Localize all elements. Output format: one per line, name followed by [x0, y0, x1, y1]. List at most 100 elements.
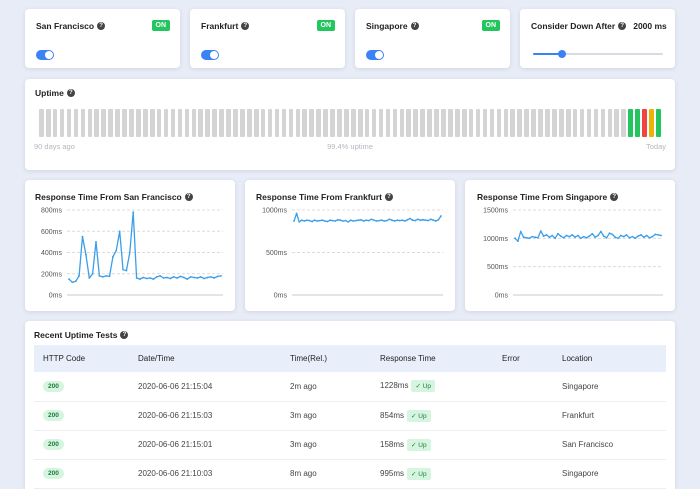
uptime-day-bar[interactable] — [149, 109, 155, 137]
uptime-day-bar[interactable] — [156, 109, 162, 137]
location-toggle[interactable] — [366, 50, 384, 60]
uptime-day-bar[interactable] — [87, 109, 93, 137]
uptime-day-bar[interactable] — [177, 109, 183, 137]
uptime-day-bar[interactable] — [434, 109, 439, 137]
uptime-day-bar[interactable] — [94, 109, 100, 137]
uptime-day-bar[interactable] — [545, 109, 550, 137]
uptime-day-bar[interactable] — [572, 109, 578, 137]
uptime-day-bar[interactable] — [628, 109, 633, 137]
uptime-day-bar[interactable] — [136, 109, 141, 137]
uptime-day-bar[interactable] — [233, 109, 238, 137]
uptime-day-bar[interactable] — [371, 109, 377, 137]
uptime-day-bar[interactable] — [392, 109, 398, 137]
uptime-day-bar[interactable] — [59, 109, 65, 137]
uptime-day-bar[interactable] — [288, 109, 294, 137]
uptime-day-bar[interactable] — [45, 109, 51, 137]
uptime-day-bar[interactable] — [468, 109, 474, 137]
uptime-day-bar[interactable] — [219, 109, 224, 137]
uptime-day-bar[interactable] — [607, 109, 613, 137]
uptime-day-bar[interactable] — [323, 109, 328, 137]
uptime-day-bar[interactable] — [385, 109, 391, 137]
uptime-day-bar[interactable] — [420, 109, 425, 137]
uptime-day-bar[interactable] — [198, 109, 204, 137]
uptime-day-bar[interactable] — [191, 109, 197, 137]
uptime-day-bar[interactable] — [621, 109, 626, 137]
uptime-day-bar[interactable] — [115, 109, 120, 137]
uptime-day-bar[interactable] — [517, 109, 522, 137]
uptime-day-bar[interactable] — [73, 109, 79, 137]
uptime-day-bar[interactable] — [378, 109, 384, 137]
uptime-day-bar[interactable] — [503, 109, 509, 137]
uptime-day-bar[interactable] — [39, 109, 44, 137]
location-toggle[interactable] — [36, 50, 54, 60]
uptime-day-bar[interactable] — [559, 109, 564, 137]
help-icon[interactable]: ? — [120, 331, 129, 339]
help-icon[interactable]: ? — [66, 89, 75, 97]
table-row[interactable]: 200 2020-06-06 21:15:04 2m ago 1228ms ✓ U… — [34, 372, 666, 402]
uptime-day-bar[interactable] — [122, 109, 127, 137]
uptime-day-bar[interactable] — [309, 109, 314, 137]
uptime-day-bar[interactable] — [642, 109, 647, 137]
uptime-day-bar[interactable] — [600, 109, 606, 137]
uptime-day-bar[interactable] — [496, 109, 502, 137]
uptime-day-bar[interactable] — [101, 109, 106, 137]
uptime-day-bar[interactable] — [593, 109, 599, 137]
uptime-day-bar[interactable] — [427, 109, 432, 137]
uptime-day-bar[interactable] — [649, 109, 654, 137]
uptime-day-bar[interactable] — [552, 109, 557, 137]
help-icon[interactable]: ? — [184, 193, 193, 201]
uptime-day-bar[interactable] — [205, 109, 210, 137]
uptime-day-bar[interactable] — [475, 109, 481, 137]
uptime-day-bar[interactable] — [344, 109, 349, 137]
table-row[interactable]: 200 2020-06-06 21:15:03 3m ago 854ms ✓ Up… — [34, 401, 666, 431]
location-toggle[interactable] — [201, 50, 219, 60]
uptime-day-bar[interactable] — [586, 109, 592, 137]
help-icon[interactable]: ? — [610, 193, 619, 201]
uptime-day-bar[interactable] — [399, 109, 405, 137]
threshold-slider[interactable] — [533, 50, 663, 58]
uptime-day-bar[interactable] — [226, 109, 231, 137]
help-icon[interactable]: ? — [384, 193, 393, 201]
uptime-day-bar[interactable] — [184, 109, 190, 137]
uptime-day-bar[interactable] — [441, 109, 446, 137]
uptime-day-bar[interactable] — [413, 109, 418, 137]
uptime-day-bar[interactable] — [482, 109, 488, 137]
uptime-day-bar[interactable] — [260, 109, 266, 137]
help-icon[interactable]: ? — [410, 22, 419, 30]
uptime-day-bar[interactable] — [143, 109, 148, 137]
uptime-day-bar[interactable] — [614, 109, 620, 137]
uptime-day-bar[interactable] — [295, 109, 301, 137]
help-icon[interactable]: ? — [618, 22, 627, 30]
uptime-day-bar[interactable] — [163, 109, 169, 137]
uptime-day-bar[interactable] — [538, 109, 543, 137]
uptime-day-bar[interactable] — [337, 109, 342, 137]
uptime-day-bar[interactable] — [52, 109, 58, 137]
uptime-day-bar[interactable] — [524, 109, 529, 137]
uptime-day-bar[interactable] — [129, 109, 134, 137]
help-icon[interactable]: ? — [97, 22, 106, 30]
table-row[interactable]: 200 2020-06-06 21:15:01 3m ago 158ms ✓ Up… — [34, 430, 666, 460]
uptime-day-bar[interactable] — [531, 109, 536, 137]
uptime-day-bar[interactable] — [565, 109, 571, 137]
uptime-day-bar[interactable] — [406, 109, 412, 137]
uptime-day-bar[interactable] — [274, 109, 280, 137]
uptime-day-bar[interactable] — [461, 109, 467, 137]
uptime-day-bar[interactable] — [240, 109, 245, 137]
uptime-day-bar[interactable] — [80, 109, 86, 137]
uptime-day-bar[interactable] — [656, 109, 661, 137]
uptime-day-bar[interactable] — [448, 109, 453, 137]
uptime-day-bar[interactable] — [267, 109, 273, 137]
uptime-day-bar[interactable] — [212, 109, 217, 137]
uptime-day-bar[interactable] — [316, 109, 321, 137]
uptime-day-bar[interactable] — [635, 109, 640, 137]
uptime-day-bar[interactable] — [170, 109, 176, 137]
uptime-day-bar[interactable] — [579, 109, 585, 137]
help-icon[interactable]: ? — [241, 22, 250, 30]
table-row[interactable]: 200 2020-06-06 21:10:03 8m ago 995ms ✓ Up… — [34, 459, 666, 489]
uptime-day-bar[interactable] — [364, 109, 370, 137]
uptime-day-bar[interactable] — [330, 109, 335, 137]
uptime-day-bar[interactable] — [108, 109, 113, 137]
uptime-day-bar[interactable] — [302, 109, 308, 137]
uptime-day-bar[interactable] — [66, 109, 72, 137]
uptime-day-bar[interactable] — [510, 109, 516, 137]
